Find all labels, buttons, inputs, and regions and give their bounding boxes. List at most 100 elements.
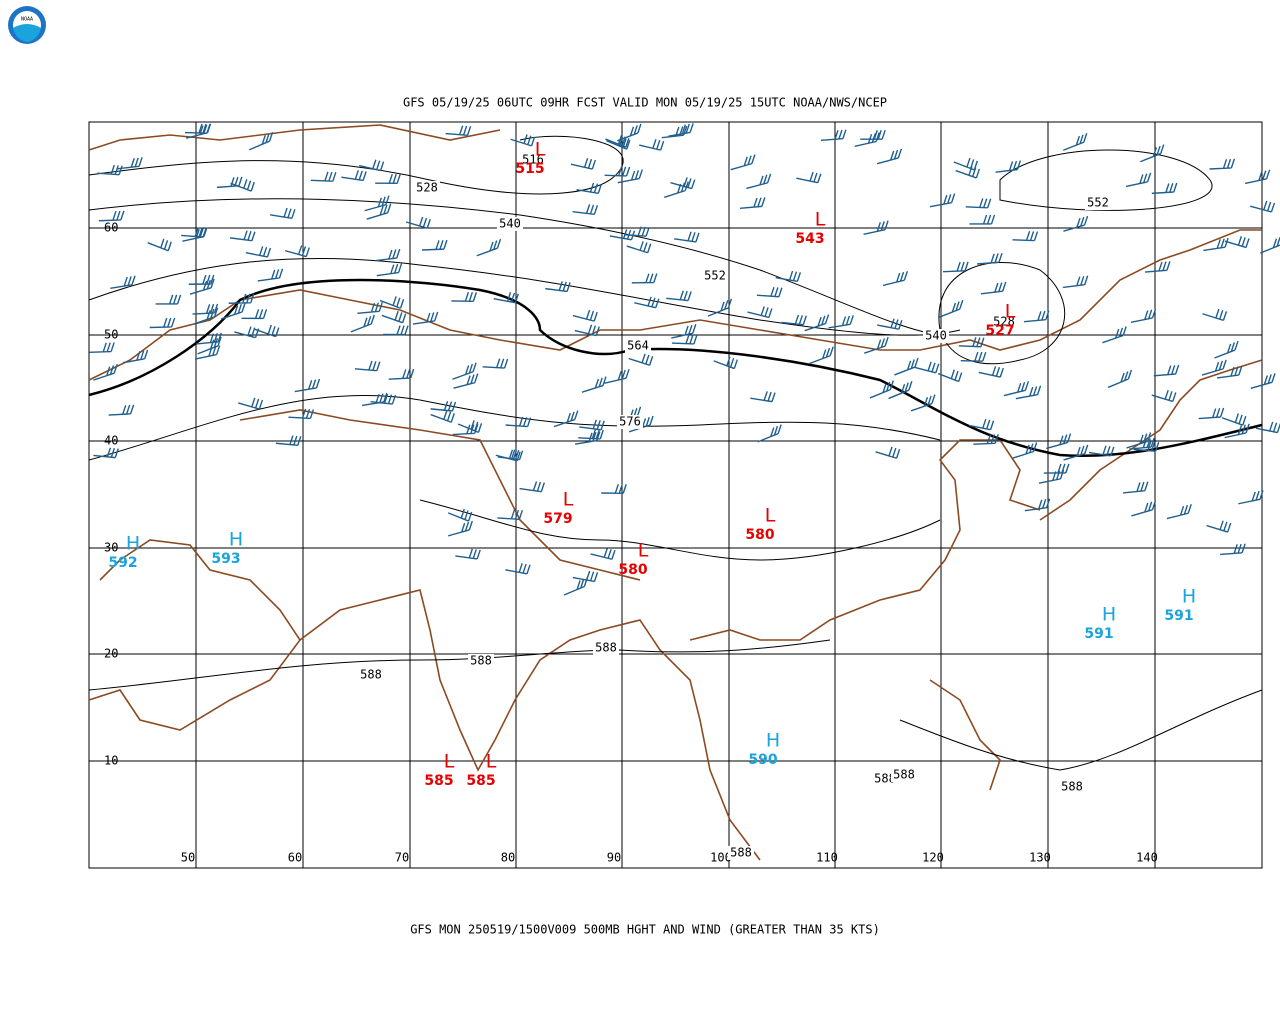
wind-barb (519, 481, 546, 493)
wind-barb (1062, 275, 1089, 289)
wind-barb (220, 302, 246, 320)
wind-barb (476, 238, 502, 257)
pressure-center-symbol: L (765, 505, 776, 527)
wind-barb (155, 294, 182, 305)
wind-barb (310, 171, 337, 182)
wind-barb (493, 292, 519, 304)
wind-barb (405, 216, 431, 229)
wind-barb (375, 174, 401, 184)
wind-barb (381, 310, 407, 324)
wind-barb (545, 281, 571, 293)
contour-label-bg (728, 846, 754, 860)
wind-barb (828, 315, 854, 329)
lon-label: 140 (1136, 851, 1158, 865)
wind-barb (995, 160, 1022, 173)
wind-barb (601, 483, 627, 494)
wind-barb (965, 198, 992, 209)
wind-barb (674, 231, 700, 243)
pressure-center-value: 579 (543, 511, 572, 527)
wind-barb (973, 434, 999, 445)
wind-barb (1125, 172, 1152, 188)
wind-barb (639, 139, 665, 151)
wind-barb (1260, 237, 1280, 254)
lon-label: 90 (607, 851, 621, 865)
contour-label: 588 (360, 668, 382, 682)
wind-barb (430, 410, 455, 423)
wind-barb (854, 132, 880, 148)
wind-barb (604, 166, 631, 177)
wind-barb (624, 226, 650, 237)
pressure-center-value: 580 (618, 562, 647, 578)
wind-barb (914, 361, 940, 374)
wind-barb (482, 358, 509, 369)
wind-barb (671, 324, 697, 339)
wind-barb (1244, 169, 1271, 185)
wind-barb (497, 509, 524, 520)
pressure-center-symbol: L (486, 751, 497, 773)
wind-barb (1202, 308, 1228, 322)
wind-barb (756, 286, 783, 298)
wind-barb (634, 296, 660, 309)
wind-barb (707, 298, 733, 317)
wind-barb (452, 424, 479, 436)
wind-barb (775, 270, 802, 283)
wind-barb (294, 378, 321, 393)
contour-label-bg (593, 641, 619, 655)
wind-barb (570, 158, 597, 170)
wind-barb (882, 270, 909, 287)
wind-barb (447, 520, 473, 537)
lon-label: 130 (1029, 851, 1051, 865)
wind-barb (254, 324, 280, 338)
wind-barb (388, 368, 415, 380)
wind-barb (341, 170, 367, 182)
wind-barb (576, 182, 602, 194)
wind-barb (1102, 326, 1127, 344)
wind-barb (574, 324, 600, 337)
contour-label-bg (468, 654, 494, 668)
wind-barb (869, 380, 894, 399)
wind-barb (288, 408, 315, 420)
wind-barb (270, 207, 296, 220)
wind-barb (953, 157, 978, 171)
wind-barb (1221, 413, 1247, 426)
wind-barb (980, 281, 1007, 295)
wind-barb (1063, 215, 1089, 232)
contour-label-bg (497, 217, 523, 231)
wind-barb (937, 369, 963, 383)
wind-barb (370, 393, 397, 405)
wind-barb (234, 326, 260, 339)
contour-label: 588 (595, 641, 617, 655)
pressure-center-symbol: L (563, 489, 574, 511)
wind-barb (978, 366, 1004, 378)
lon-label: 80 (501, 851, 515, 865)
pressure-center-value: 593 (211, 551, 240, 567)
lat-label: 10 (104, 754, 118, 768)
wind-barb (1201, 359, 1227, 376)
wind-barb (628, 353, 654, 366)
wind-barb (617, 123, 642, 142)
contour-lines (88, 135, 1263, 771)
wind-barb (1043, 463, 1070, 474)
contour-label: 528 (993, 315, 1015, 329)
wind-barb (661, 125, 688, 139)
map-frame (88, 121, 1263, 869)
contour-label: 540 (925, 329, 947, 343)
wind-barb (1063, 444, 1089, 461)
wind-barb (197, 336, 222, 355)
wind-barb (1012, 442, 1038, 459)
wind-barb (809, 346, 834, 365)
wind-barb (510, 134, 536, 147)
contour-label: 588 (730, 846, 752, 860)
wind-barb (192, 303, 219, 315)
wind-barb (186, 123, 212, 139)
wind-barb (1250, 200, 1276, 213)
wind-barb (505, 563, 531, 575)
wind-barb (590, 548, 616, 560)
wind-barb (713, 356, 738, 370)
wind-barb (860, 129, 886, 140)
pressure-center-symbol: L (535, 139, 546, 161)
wind-barb (958, 337, 985, 348)
wind-barb (284, 245, 310, 258)
